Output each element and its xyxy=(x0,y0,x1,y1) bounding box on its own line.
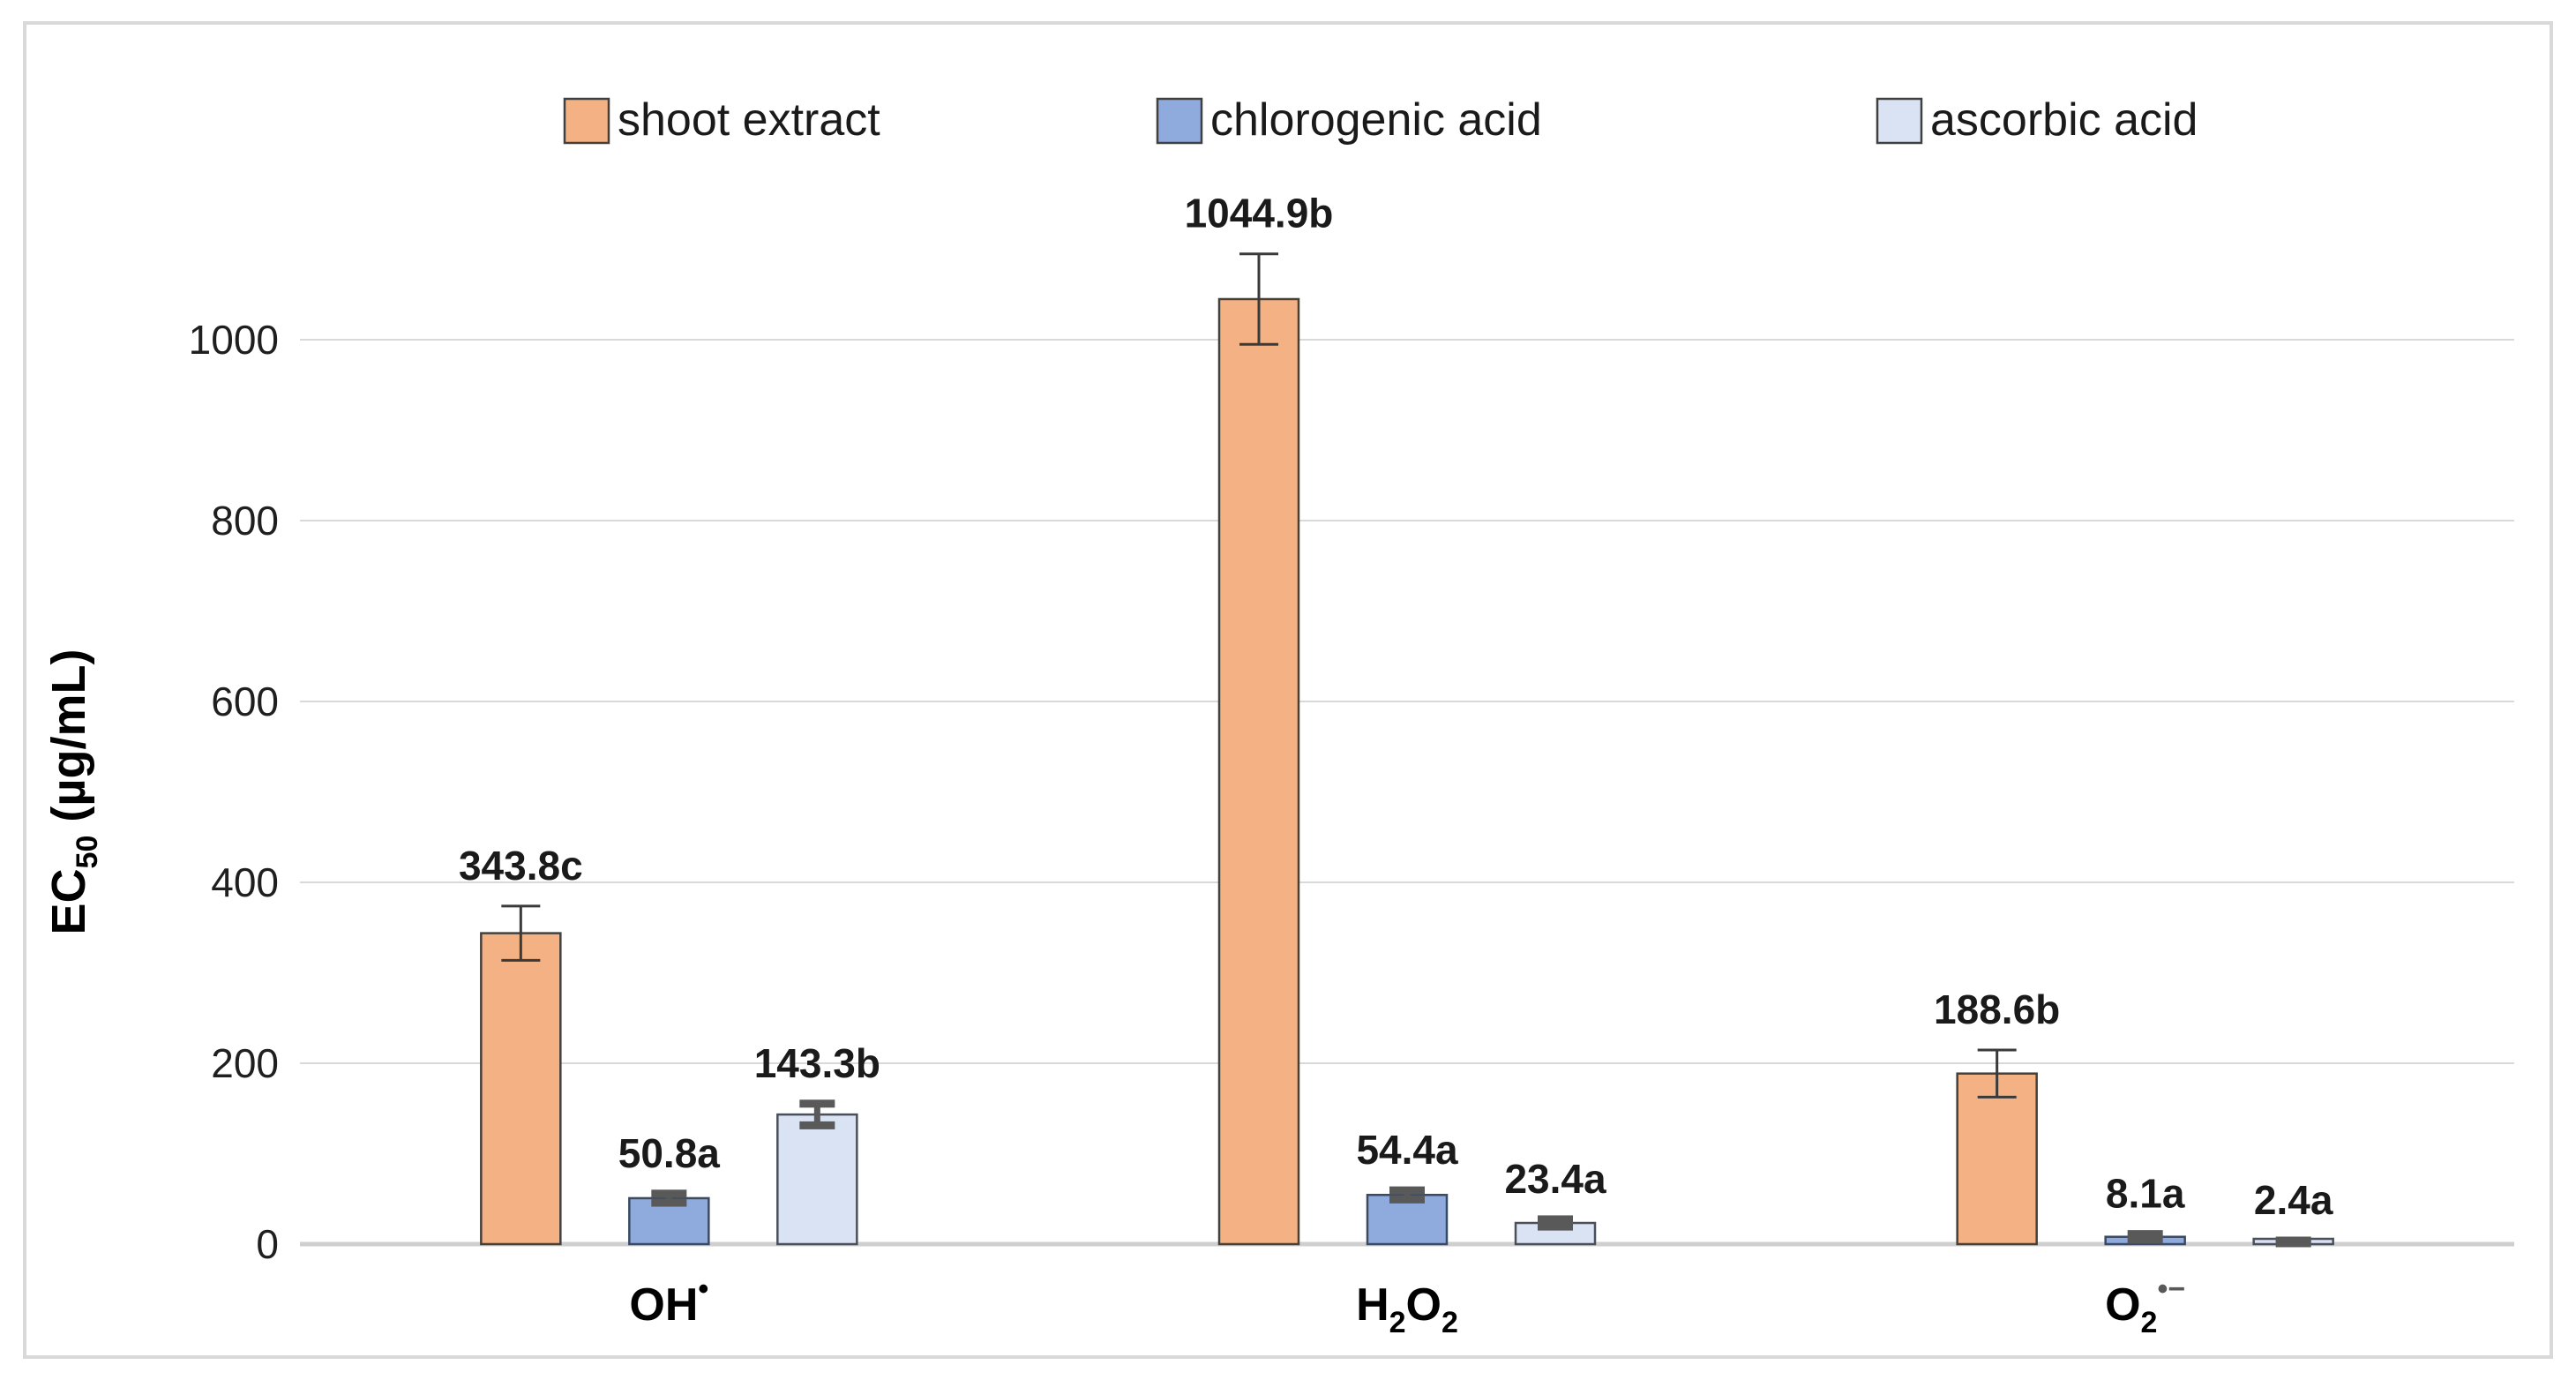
error-cap-bottom xyxy=(1389,1195,1425,1204)
error-cap-top xyxy=(799,1099,835,1108)
y-tick-label: 1000 xyxy=(189,317,279,363)
value-label: 8.1a xyxy=(2106,1171,2185,1217)
legend-item: shoot extract xyxy=(563,94,880,146)
y-tick-label: 800 xyxy=(211,498,279,544)
category-label-hydrogen-peroxide: H2O2 xyxy=(1356,1279,1458,1339)
error-cap-bottom xyxy=(651,1198,687,1207)
error-cap-top xyxy=(2127,1230,2163,1239)
legend-label: ascorbic acid xyxy=(1930,94,2198,146)
error-cap-bottom xyxy=(799,1121,835,1129)
error-bar xyxy=(2275,1236,2311,1248)
legend-swatch-ascorbic-acid xyxy=(1876,97,1923,145)
value-label: 343.8c xyxy=(459,843,583,889)
error-cap-top xyxy=(651,1189,687,1198)
error-cap-bottom xyxy=(2127,1235,2163,1244)
error-bar xyxy=(2127,1230,2163,1244)
bar-ascorbic-acid-hydroxyl-radical xyxy=(776,1113,858,1246)
bar-shoot-extract-superoxide-radical-anion xyxy=(1956,1072,2038,1246)
legend-swatch-shoot-extract xyxy=(563,97,610,145)
value-label: 23.4a xyxy=(1504,1156,1606,1202)
category-label-hydroxyl-radical: OH• xyxy=(629,1272,708,1331)
error-cap-top xyxy=(1538,1215,1573,1224)
error-bar xyxy=(1239,252,1278,346)
value-label: 1044.9b xyxy=(1185,191,1334,236)
value-label: 143.3b xyxy=(754,1040,880,1086)
value-label: 2.4a xyxy=(2254,1177,2333,1223)
y-tick-label: 400 xyxy=(211,859,279,905)
y-tick-label: 200 xyxy=(211,1040,279,1086)
error-bar xyxy=(1389,1186,1425,1204)
legend-label: chlorogenic acid xyxy=(1210,94,1542,146)
value-label: 50.8a xyxy=(618,1130,721,1176)
error-bar xyxy=(1538,1215,1573,1231)
legend: shoot extract chlorogenic acid ascorbic ac… xyxy=(563,94,2198,146)
bar-shoot-extract-hydrogen-peroxide xyxy=(1217,297,1300,1246)
error-cap-bottom xyxy=(2275,1239,2311,1248)
legend-label: shoot extract xyxy=(618,94,880,146)
value-label: 54.4a xyxy=(1356,1127,1458,1173)
error-bar xyxy=(651,1189,687,1207)
y-tick-label: 0 xyxy=(256,1221,279,1267)
y-axis-title: EC50 (µg/mL) xyxy=(42,649,104,935)
error-bar xyxy=(1977,1048,2017,1099)
error-cap-top xyxy=(1389,1186,1425,1195)
legend-item: ascorbic acid xyxy=(1876,94,2198,146)
category-label-superoxide-radical-anion: O2•− xyxy=(2105,1272,2185,1339)
value-label: 188.6b xyxy=(1934,986,2060,1032)
bar-shoot-extract-hydroxyl-radical xyxy=(480,932,562,1246)
legend-item: chlorogenic acid xyxy=(1156,94,1542,146)
legend-swatch-chlorogenic-acid xyxy=(1156,97,1203,145)
error-cap-bottom xyxy=(1538,1222,1573,1231)
error-bar xyxy=(799,1099,835,1129)
error-bar xyxy=(501,904,541,962)
y-tick-label: 600 xyxy=(211,679,279,724)
